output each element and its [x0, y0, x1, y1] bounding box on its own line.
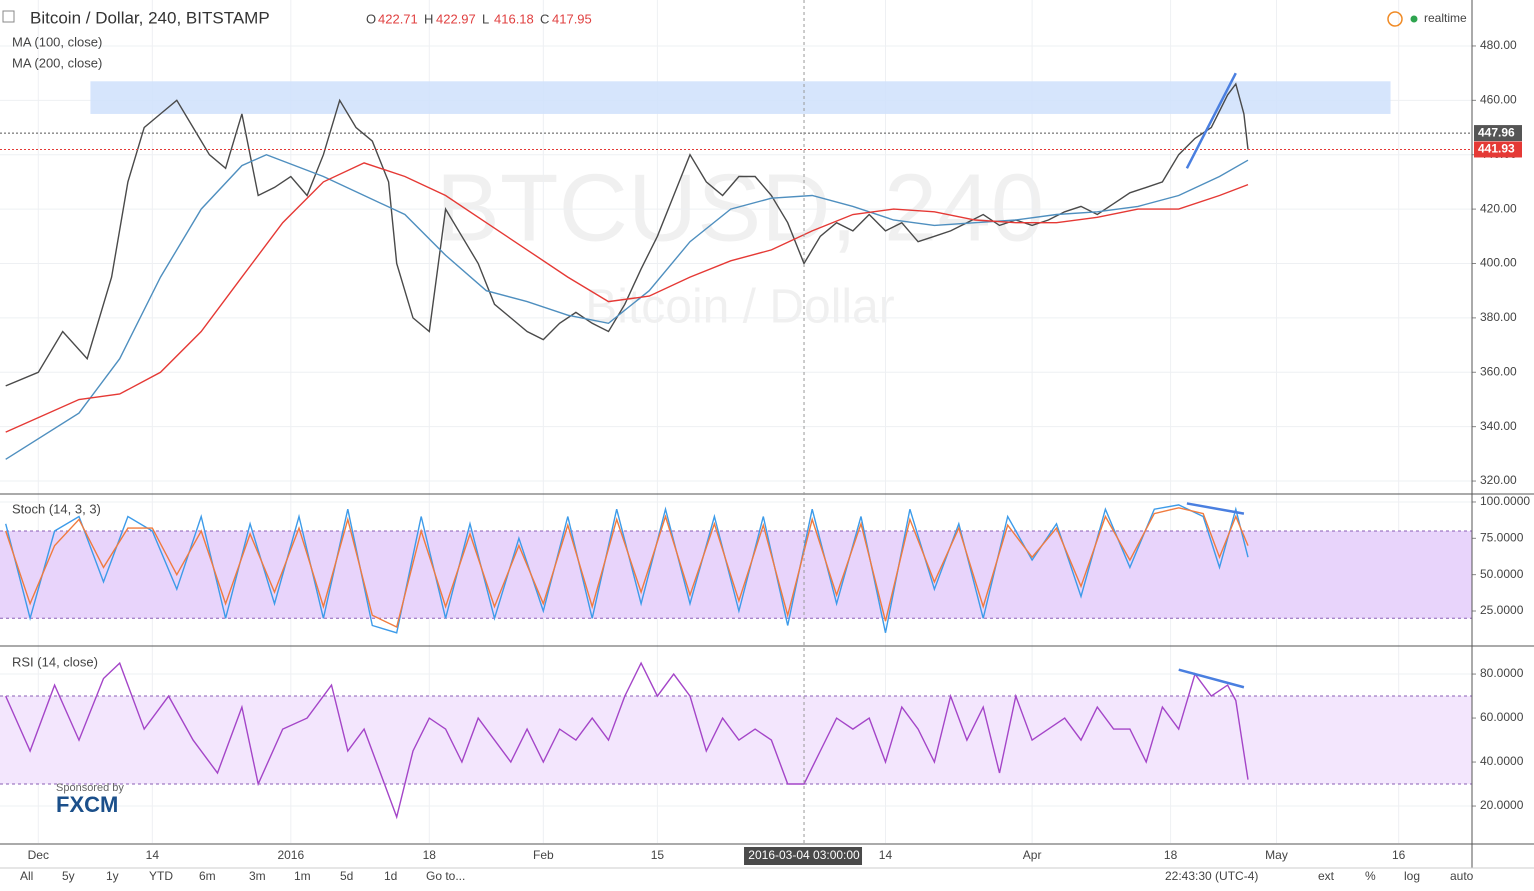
series-line: [5, 162, 1249, 433]
toolbar-option[interactable]: auto: [1450, 869, 1474, 883]
range-button[interactable]: 1d: [384, 869, 397, 883]
y-tick-label: 340.00: [1480, 419, 1517, 433]
y-tick-label: 320.00: [1480, 473, 1517, 487]
price-label-box: [1474, 125, 1522, 142]
price-label-box: [1474, 141, 1522, 158]
sponsor-name[interactable]: FXCM: [56, 792, 118, 817]
symbol-title[interactable]: Bitcoin / Dollar, 240, BITSTAMP: [30, 8, 270, 27]
panes: Dec 14 2016 18 Feb 15 14 Apr 18 May 16 480.00 460.00…: [0, 0, 1534, 868]
range-button[interactable]: 5d: [340, 869, 353, 883]
legend-rsi[interactable]: RSI (14, close): [12, 654, 98, 669]
ohlc-key: O: [366, 11, 376, 26]
y-tick-label: 25.0000: [1480, 603, 1524, 617]
resistance-zone: [90, 81, 1391, 114]
x-tick-label: Feb: [533, 848, 554, 862]
status-dot: [1410, 15, 1418, 23]
x-tick-label: 16: [1392, 848, 1406, 862]
range-button[interactable]: 6m: [199, 869, 216, 883]
trendline: [1186, 502, 1245, 515]
x-tick-label: 15: [651, 848, 665, 862]
sponsor-caption: Sponsored by: [56, 782, 124, 794]
clock: 22:43:30 (UTC-4): [1165, 869, 1258, 883]
band: [0, 531, 1472, 619]
range-button[interactable]: 1m: [294, 869, 311, 883]
y-tick-label: 480.00: [1480, 38, 1517, 52]
x-tick-label: Apr: [1023, 848, 1042, 862]
legend-ma100[interactable]: MA (100, close): [12, 34, 102, 49]
band: [0, 696, 1472, 785]
ohlc-value: 416.18: [494, 11, 534, 26]
y-tick-label: 50.0000: [1480, 567, 1524, 581]
y-tick-label: 360.00: [1480, 364, 1517, 378]
x-tick-label: May: [1265, 848, 1288, 862]
x-tick-label: Dec: [28, 848, 49, 862]
x-tick-label: 2016: [277, 848, 304, 862]
x-tick-label: 14: [146, 848, 160, 862]
legend-stoch[interactable]: Stoch (14, 3, 3): [12, 501, 101, 516]
y-tick-label: 460.00: [1480, 93, 1517, 107]
ohlc-key: H: [424, 11, 433, 26]
toolbar-option[interactable]: log: [1404, 869, 1420, 883]
ohlc-value: 417.95: [552, 11, 592, 26]
series-line: [5, 82, 1249, 387]
series-line: [5, 661, 1249, 820]
ohlc-key: C: [540, 11, 549, 26]
ohlc-key: L: [482, 11, 489, 26]
series-line: [5, 507, 1249, 629]
y-tick-label: 40.0000: [1480, 754, 1524, 768]
range-button[interactable]: 5y: [62, 869, 75, 883]
collapse-icon[interactable]: [2, 10, 15, 23]
watermark: BTCUSD, 240: [436, 154, 1044, 261]
y-tick-label: 60.0000: [1480, 710, 1524, 724]
trendline: [1178, 668, 1245, 689]
range-button[interactable]: 3m: [249, 869, 266, 883]
trendline: [1185, 72, 1237, 169]
y-tick-label: 20.0000: [1480, 798, 1524, 812]
x-tick-label: 14: [879, 848, 893, 862]
y-tick-label: 380.00: [1480, 310, 1517, 324]
x-tick-label: 18: [1164, 848, 1178, 862]
range-button[interactable]: 1y: [106, 869, 119, 883]
toolbar-option[interactable]: %: [1365, 869, 1376, 883]
price-label: 441.93: [1478, 142, 1515, 156]
range-button[interactable]: Go to...: [426, 869, 465, 883]
ohlc-value: 422.71: [378, 11, 418, 26]
status: realtime: [1424, 11, 1467, 25]
price-label: 447.96: [1478, 125, 1515, 139]
y-tick-label: 75.0000: [1480, 530, 1524, 544]
crosshair-label-box: [744, 847, 863, 865]
y-tick-label: 80.0000: [1480, 666, 1524, 680]
warning-icon[interactable]: [1387, 11, 1403, 27]
watermark-subtitle: Bitcoin / Dollar: [585, 281, 894, 334]
series-line: [5, 153, 1249, 460]
y-tick-label: 400.00: [1480, 256, 1517, 270]
x-tick-label: 18: [423, 848, 437, 862]
legend-ma200[interactable]: MA (200, close): [12, 55, 102, 70]
crosshair-label: 2016-03-04 03:00:00: [748, 848, 860, 862]
range-button[interactable]: All: [20, 869, 33, 883]
ohlc-value: 422.97: [436, 11, 476, 26]
range-button[interactable]: YTD: [149, 869, 173, 883]
toolbar-option[interactable]: ext: [1318, 869, 1335, 883]
y-tick-label: 420.00: [1480, 201, 1517, 215]
y-tick-label: 100.0000: [1480, 494, 1530, 508]
